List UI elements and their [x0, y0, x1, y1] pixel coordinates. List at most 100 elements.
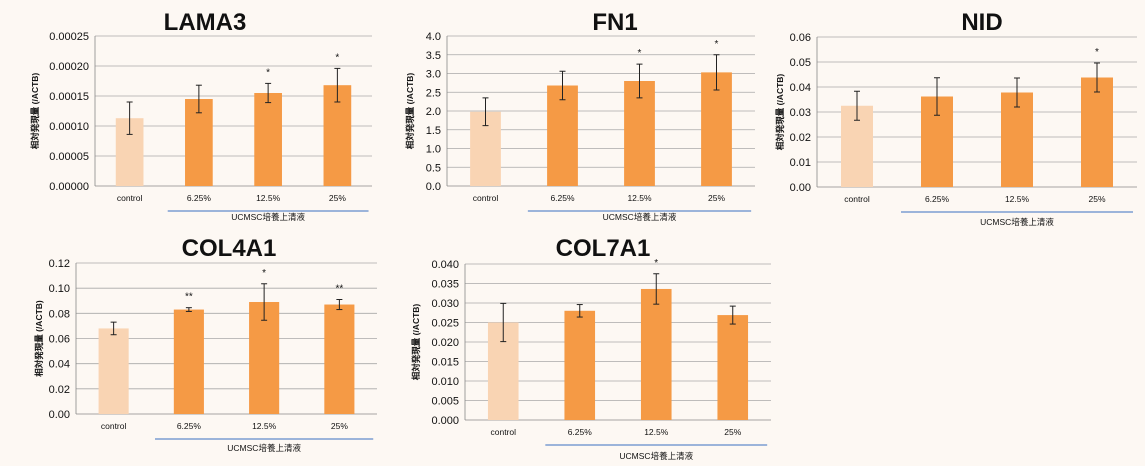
bar-6.25pct	[185, 99, 213, 186]
chart-title: COL4A1	[182, 235, 277, 262]
bar-12.5pct	[640, 288, 672, 420]
y-tick-label: 0.000	[431, 415, 459, 427]
y-tick-label: 1.5	[426, 125, 441, 137]
y-axis-label: 相対発現量 (/ACTB)	[775, 74, 785, 151]
group-label: UCMSC培養上清液	[619, 451, 693, 461]
y-axis-label: 相対発現量 (/ACTB)	[411, 304, 421, 381]
chart-svg: FN1 0.0 0.5 1.0 1.5 2.0 2.5 3.0 3.5 4.0 相対発現量 (/AC…	[405, 9, 755, 222]
bar-6.25pct	[173, 309, 204, 414]
y-tick-label: 0.06	[49, 334, 70, 346]
category-label: control	[117, 193, 143, 203]
significance-marker: **	[185, 292, 193, 303]
category-label: 6.25%	[568, 427, 593, 437]
y-tick-label: 0.06	[790, 32, 811, 44]
category-label: 25%	[724, 427, 741, 437]
category-label: 12.5%	[1005, 194, 1030, 204]
chart-svg: NID 0.00 0.01 0.02 0.03 0.04 0.05 0.06 相対発現量 (/A…	[775, 9, 1137, 227]
chart-title: LAMA3	[164, 9, 247, 36]
bar-12.5pct	[1001, 92, 1033, 187]
y-tick-label: 2.0	[426, 106, 441, 118]
y-tick-label: 0.00025	[49, 31, 89, 43]
category-label: 6.25%	[187, 193, 212, 203]
y-tick-label: 0.04	[790, 82, 811, 94]
y-tick-label: 0.00010	[49, 121, 89, 133]
category-label: control	[844, 194, 870, 204]
chart-svg: LAMA3 0.00000 0.00005 0.00010 0.00015 0.00020…	[30, 9, 372, 222]
chart-title: NID	[961, 9, 1002, 36]
y-tick-label: 0.00020	[49, 61, 89, 73]
chart-col7a1: COL7A1 0.000 0.005 0.010 0.015 0.020 0.025 0.03…	[385, 230, 785, 466]
category-label: control	[101, 421, 127, 431]
group-label: UCMSC培養上清液	[603, 212, 677, 222]
y-tick-label: 0.00	[790, 182, 811, 194]
bar-12.5pct	[254, 93, 282, 186]
category-label: 12.5%	[256, 193, 281, 203]
significance-marker: *	[654, 258, 658, 269]
y-tick-label: 3.5	[426, 50, 441, 62]
y-tick-label: 0.02	[49, 384, 70, 396]
group-label: UCMSC培養上清液	[980, 217, 1054, 227]
y-tick-label: 0.08	[49, 308, 70, 320]
category-label: 6.25%	[177, 421, 202, 431]
y-tick-label: 0.0	[426, 181, 441, 193]
y-tick-label: 0.05	[790, 57, 811, 69]
category-label: 12.5%	[627, 193, 652, 203]
bar-control	[98, 328, 129, 414]
bar-25pct	[1081, 77, 1113, 187]
bar-25pct	[701, 72, 732, 186]
y-tick-label: 0.00005	[49, 151, 89, 163]
y-tick-label: 0.040	[431, 259, 459, 271]
chart-title: COL7A1	[556, 235, 651, 262]
y-tick-label: 0.005	[431, 396, 459, 408]
y-tick-label: 0.12	[49, 258, 70, 270]
y-tick-label: 0.00	[49, 409, 70, 421]
bar-12.5pct	[624, 81, 655, 186]
y-axis-label: 相対発現量 (/ACTB)	[405, 73, 415, 150]
significance-marker: **	[335, 283, 343, 294]
y-tick-label: 0.020	[431, 337, 459, 349]
bar-6.25pct	[547, 85, 578, 186]
significance-marker: *	[266, 67, 270, 78]
bar-6.25pct	[564, 310, 596, 420]
y-tick-label: 0.030	[431, 298, 459, 310]
chart-lama3: LAMA3 0.00000 0.00005 0.00010 0.00015 0.00020…	[0, 0, 380, 222]
bar-25pct	[324, 304, 355, 414]
chart-svg: COL4A1 0.00 0.02 0.04 0.06 0.08 0.10 0.12 相対発現量 …	[34, 235, 377, 453]
y-tick-label: 0.5	[426, 162, 441, 174]
category-label: 25%	[708, 193, 725, 203]
group-label: UCMSC培養上清液	[231, 212, 305, 222]
y-tick-label: 0.00000	[49, 181, 89, 193]
significance-marker: *	[262, 268, 266, 279]
chart-fn1: FN1 0.0 0.5 1.0 1.5 2.0 2.5 3.0 3.5 4.0 相対発現量 (/AC…	[385, 0, 765, 222]
significance-marker: *	[1095, 47, 1099, 58]
y-tick-label: 0.10	[49, 283, 70, 295]
category-label: 12.5%	[252, 421, 277, 431]
y-tick-label: 0.01	[790, 157, 811, 169]
y-axis-label: 相対発現量 (/ACTB)	[34, 300, 44, 377]
bar-25pct	[717, 315, 749, 420]
category-label: control	[490, 427, 516, 437]
group-label: UCMSC培養上清液	[227, 443, 301, 453]
y-tick-label: 0.010	[431, 376, 459, 388]
chart-title: FN1	[592, 9, 637, 36]
y-tick-label: 0.035	[431, 279, 459, 291]
chart-col4a1: COL4A1 0.00 0.02 0.04 0.06 0.08 0.10 0.12 相対発現量 …	[0, 230, 385, 466]
category-label: 25%	[331, 421, 348, 431]
y-tick-label: 3.0	[426, 69, 441, 81]
category-label: 25%	[1088, 194, 1105, 204]
category-label: 6.25%	[925, 194, 950, 204]
category-label: 25%	[329, 193, 346, 203]
y-tick-label: 4.0	[426, 31, 441, 43]
y-tick-label: 0.03	[790, 107, 811, 119]
category-label: control	[473, 193, 499, 203]
chart-nid: NID 0.00 0.01 0.02 0.03 0.04 0.05 0.06 相対発現量 (/A…	[765, 0, 1145, 227]
y-tick-label: 0.04	[49, 359, 70, 371]
significance-marker: *	[638, 48, 642, 59]
y-tick-label: 2.5	[426, 87, 441, 99]
y-axis-label: 相対発現量 (/ACTB)	[30, 73, 40, 150]
chart-svg: COL7A1 0.000 0.005 0.010 0.015 0.020 0.025 0.03…	[411, 235, 771, 461]
y-tick-label: 1.0	[426, 144, 441, 156]
y-tick-label: 0.02	[790, 132, 811, 144]
significance-marker: *	[335, 52, 339, 63]
y-tick-label: 0.00015	[49, 91, 89, 103]
